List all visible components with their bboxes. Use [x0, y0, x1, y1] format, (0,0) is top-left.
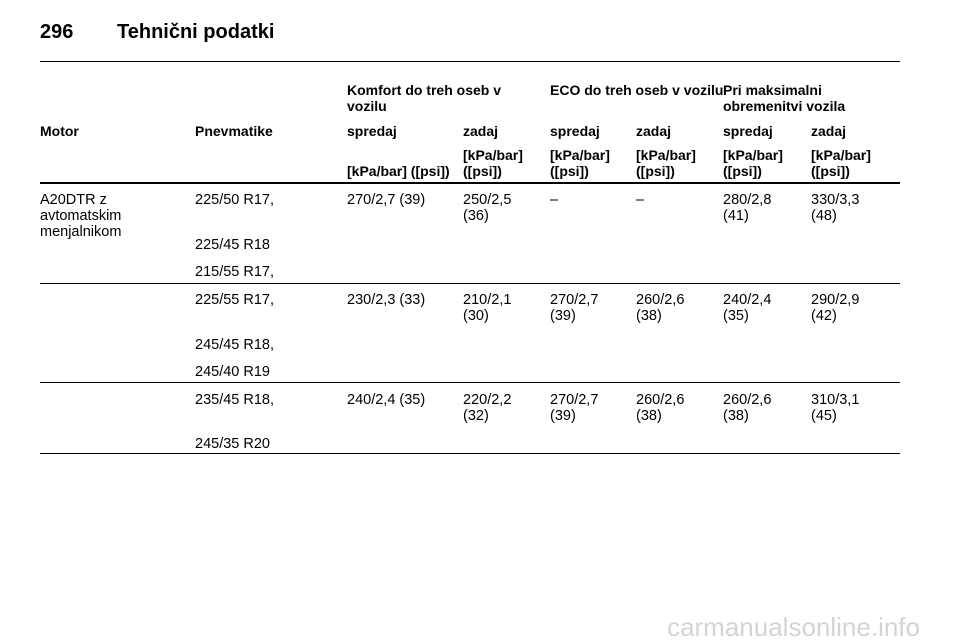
tire-size: 225/45 R18 [195, 237, 270, 253]
rule [40, 61, 900, 62]
rule [40, 283, 900, 284]
column-header: spredaj [347, 123, 397, 139]
page-number: 296 [40, 21, 74, 43]
pressure: – [550, 192, 559, 208]
rule [40, 382, 900, 383]
tire-size: 215/55 R17, [195, 264, 275, 280]
tire-size: 245/35 R20 [195, 436, 270, 452]
unit: [kPa/bar] ([psi]) [347, 163, 450, 179]
page-title: Tehnični podatki [117, 21, 275, 43]
column-header: Motor [40, 123, 79, 139]
column-header: Pnevmatike [195, 123, 273, 139]
unit: [kPa/bar] ([psi]) [463, 147, 523, 179]
pressure: 330/3,3 (48) [811, 192, 860, 224]
rule [40, 182, 900, 184]
column-header: spredaj [550, 123, 600, 139]
unit: [kPa/bar] ([psi]) [723, 147, 783, 179]
unit: [kPa/bar] ([psi]) [811, 147, 871, 179]
pressure: 280/2,8 (41) [723, 192, 772, 224]
watermark: carmanualsonline.info [667, 612, 920, 642]
tire-size: 225/50 R17, [195, 192, 275, 208]
group-header: ECO do treh oseb v vozilu [550, 82, 724, 98]
tire-size: 245/45 R18, [195, 337, 275, 353]
pressure: 310/3,1 (45) [811, 392, 860, 424]
tire-size: 235/45 R18, [195, 392, 275, 408]
group-header: Komfort do treh oseb v vozilu [347, 82, 502, 114]
pressure: 270/2,7 (39) [347, 192, 426, 208]
rule [40, 453, 900, 454]
pressure: 250/2,5 (36) [463, 192, 512, 224]
tire-size: 245/40 R19 [195, 364, 270, 380]
pressure: 220/2,2 (32) [463, 392, 512, 424]
unit: [kPa/bar] ([psi]) [636, 147, 696, 179]
column-header: zadaj [463, 123, 499, 139]
pressure: 290/2,9 (42) [811, 292, 860, 324]
pressure: 260/2,6 (38) [723, 392, 772, 424]
group-header: Pri maksimalni obremenitvi vozila [723, 82, 846, 114]
unit: [kPa/bar] ([psi]) [550, 147, 610, 179]
column-header: zadaj [636, 123, 672, 139]
column-header: spredaj [723, 123, 773, 139]
pressure: 270/2,7 (39) [550, 392, 599, 424]
column-header: zadaj [811, 123, 847, 139]
pressure: 240/2,4 (35) [347, 392, 426, 408]
pressure: 230/2,3 (33) [347, 292, 426, 308]
pressure: 240/2,4 (35) [723, 292, 772, 324]
tire-size: 225/55 R17, [195, 292, 275, 308]
pressure: – [636, 192, 645, 208]
pressure: 260/2,6 (38) [636, 392, 685, 424]
pressure: 270/2,7 (39) [550, 292, 599, 324]
motor: A20DTR z avtomatskim menjalnikom [40, 192, 122, 240]
pressure: 260/2,6 (38) [636, 292, 685, 324]
pressure: 210/2,1 (30) [463, 292, 512, 324]
